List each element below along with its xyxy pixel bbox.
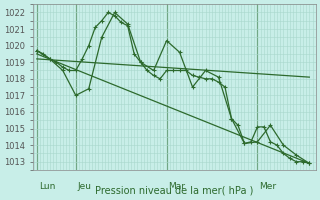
X-axis label: Pression niveau de la mer( hPa ): Pression niveau de la mer( hPa ) bbox=[95, 186, 253, 196]
Text: Lun: Lun bbox=[39, 182, 55, 191]
Text: Mer: Mer bbox=[260, 182, 276, 191]
Text: Jeu: Jeu bbox=[78, 182, 92, 191]
Text: Mar: Mar bbox=[169, 182, 186, 191]
